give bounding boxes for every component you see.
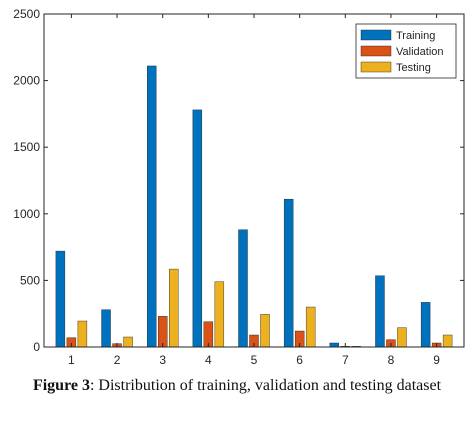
x-tick-label: 1	[68, 353, 75, 367]
bar-testing-4	[214, 281, 225, 348]
legend: Training Validation Testing	[355, 23, 457, 79]
x-tick-label: 9	[433, 353, 440, 367]
bar-chart: 0 500 1000 1500 2000 2500 1 2 3 4 5 6 7 8 9 Training Va…	[13, 7, 465, 367]
x-tick-label: 2	[114, 353, 121, 367]
caption-text: : Distribution of training, validation a…	[89, 377, 442, 394]
x-tick-label: 8	[388, 353, 395, 367]
bar-training-6	[283, 198, 294, 348]
bar-training-3	[146, 65, 157, 348]
legend-label-testing: Testing	[396, 62, 431, 74]
bar-training-1	[55, 250, 66, 348]
x-tick-label: 7	[342, 353, 349, 367]
legend-label-validation: Validation	[396, 46, 444, 58]
caption-label: Figure 3	[32, 377, 90, 394]
y-tick-label: 1500	[13, 140, 40, 154]
bar-training-9	[420, 302, 431, 348]
y-tick-label: 0	[33, 340, 40, 354]
figure-caption: Figure 3: Distribution of training, vali…	[0, 376, 474, 395]
legend-swatch-validation	[360, 45, 392, 57]
bar-testing-3	[168, 268, 179, 348]
legend-swatch-training	[360, 29, 392, 41]
bar-testing-9	[442, 334, 453, 348]
bar-training-4	[192, 109, 203, 348]
bar-testing-2	[123, 336, 133, 348]
x-tick-label: 6	[296, 353, 303, 367]
chart-svg: 0 500 1000 1500 2000 2500 1 2 3 4 5 6 7 8 9 Training Va…	[13, 7, 465, 367]
bar-training-7	[329, 342, 339, 348]
bar-validation-3	[157, 316, 168, 348]
bar-testing-6	[305, 306, 316, 348]
legend-swatch-testing	[360, 61, 392, 73]
y-tick-label: 2000	[13, 74, 40, 88]
y-tick-label: 500	[20, 273, 40, 287]
x-tick-label: 3	[159, 353, 166, 367]
bar-testing-5	[260, 314, 270, 348]
bar-training-8	[375, 275, 385, 348]
y-tick-label: 2500	[13, 7, 40, 21]
ticks-layer: 0 500 1000 1500 2000 2500 1 2 3 4 5 6 7 8 9	[13, 7, 464, 367]
bars-layer	[55, 65, 453, 348]
y-tick-label: 1000	[13, 207, 40, 221]
bar-testing-1	[77, 320, 88, 348]
bar-testing-8	[397, 327, 407, 348]
legend-label-training: Training	[396, 30, 435, 42]
x-tick-label: 4	[205, 353, 212, 367]
bar-training-5	[238, 229, 248, 348]
bar-training-2	[101, 309, 111, 348]
x-tick-label: 5	[251, 353, 258, 367]
